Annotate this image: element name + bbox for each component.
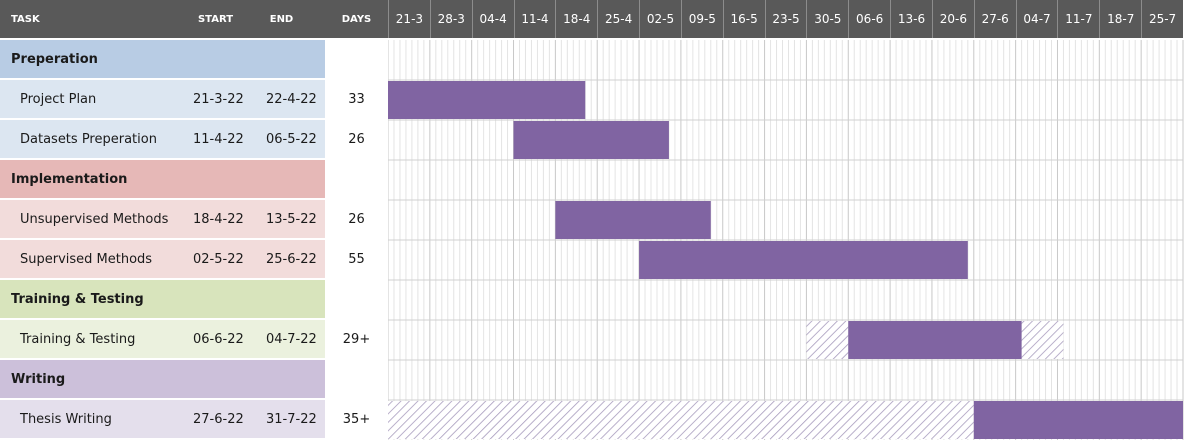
task-end: 06-5-22: [266, 131, 317, 147]
timeline-grid: [388, 40, 1184, 440]
task-row: Unsupervised Methods 18-4-22 13-5-22: [0, 200, 325, 238]
hatch-before: [806, 321, 849, 359]
task-bar: [555, 201, 711, 239]
hatch-after: [1021, 321, 1064, 359]
header-start: START: [193, 0, 238, 38]
task-days: 33: [325, 80, 388, 118]
task-days: [325, 280, 388, 318]
task-bar: [848, 321, 1022, 359]
task-end: 13-5-22: [266, 211, 317, 227]
task-name: Datasets Preperation: [20, 131, 157, 147]
task-row: Datasets Preperation 11-4-22 06-5-22: [0, 120, 325, 158]
task-start: 02-5-22: [193, 251, 244, 267]
week-label: 18-7: [1099, 0, 1142, 38]
phase-row: Preperation: [0, 40, 325, 78]
task-end: 31-7-22: [266, 411, 317, 427]
week-label: 27-6: [973, 0, 1016, 38]
week-label: 13-6: [890, 0, 932, 38]
task-row: Training & Testing 06-6-22 04-7-22: [0, 320, 325, 358]
task-name: Thesis Writing: [20, 411, 112, 427]
week-label: 04-7: [1015, 0, 1058, 38]
hatch-before: [388, 401, 974, 439]
week-label: 18-4: [555, 0, 598, 38]
week-label: 06-6: [848, 0, 891, 38]
task-days: 55: [325, 240, 388, 278]
header-task: TASK: [0, 0, 193, 38]
task-days: 29+: [325, 320, 388, 358]
task-row: Supervised Methods 02-5-22 25-6-22: [0, 240, 325, 278]
task-name: Project Plan: [20, 91, 97, 107]
task-start: 18-4-22: [193, 211, 244, 227]
week-label: 23-5: [764, 0, 807, 38]
week-label: 21-3: [388, 0, 430, 38]
week-label: 30-5: [806, 0, 849, 38]
phase-row: Implementation: [0, 160, 325, 198]
task-days: [325, 360, 388, 398]
task-start: 11-4-22: [193, 131, 244, 147]
task-bar: [639, 241, 968, 279]
task-days: 26: [325, 200, 388, 238]
task-name: Unsupervised Methods: [20, 211, 169, 227]
task-end: 22-4-22: [266, 91, 317, 107]
week-label: 09-5: [680, 0, 723, 38]
phase-row: Writing: [0, 360, 325, 398]
task-days: 26: [325, 120, 388, 158]
week-label: 02-5: [639, 0, 681, 38]
task-end: 25-6-22: [266, 251, 317, 267]
week-label: 25-4: [597, 0, 640, 38]
phase-name: Writing: [11, 371, 66, 387]
week-label: 20-6: [931, 0, 974, 38]
task-name: Training & Testing: [20, 331, 136, 347]
phase-name: Preperation: [11, 51, 98, 67]
week-label: 16-5: [722, 0, 765, 38]
task-bar: [513, 121, 669, 159]
task-days: [325, 40, 388, 78]
task-start: 21-3-22: [193, 91, 244, 107]
task-end: 04-7-22: [266, 331, 317, 347]
header-end: END: [238, 0, 325, 38]
week-label: 11-7: [1057, 0, 1100, 38]
task-bar: [973, 401, 1183, 439]
phase-name: Training & Testing: [11, 291, 144, 307]
task-name: Supervised Methods: [20, 251, 153, 267]
task-days: 35+: [325, 400, 388, 438]
week-label: 04-4: [471, 0, 514, 38]
phase-row: Training & Testing: [0, 280, 325, 318]
week-label: 25-7: [1141, 0, 1183, 38]
task-days: [325, 160, 388, 198]
task-row: Project Plan 21-3-22 22-4-22: [0, 80, 325, 118]
task-start: 27-6-22: [193, 411, 244, 427]
week-label: 11-4: [513, 0, 556, 38]
phase-name: Implementation: [11, 171, 128, 187]
week-label: 28-3: [429, 0, 472, 38]
header-days: DAYS: [325, 0, 388, 38]
task-row: Thesis Writing 27-6-22 31-7-22: [0, 400, 325, 438]
task-bar: [388, 81, 586, 119]
task-start: 06-6-22: [193, 331, 244, 347]
